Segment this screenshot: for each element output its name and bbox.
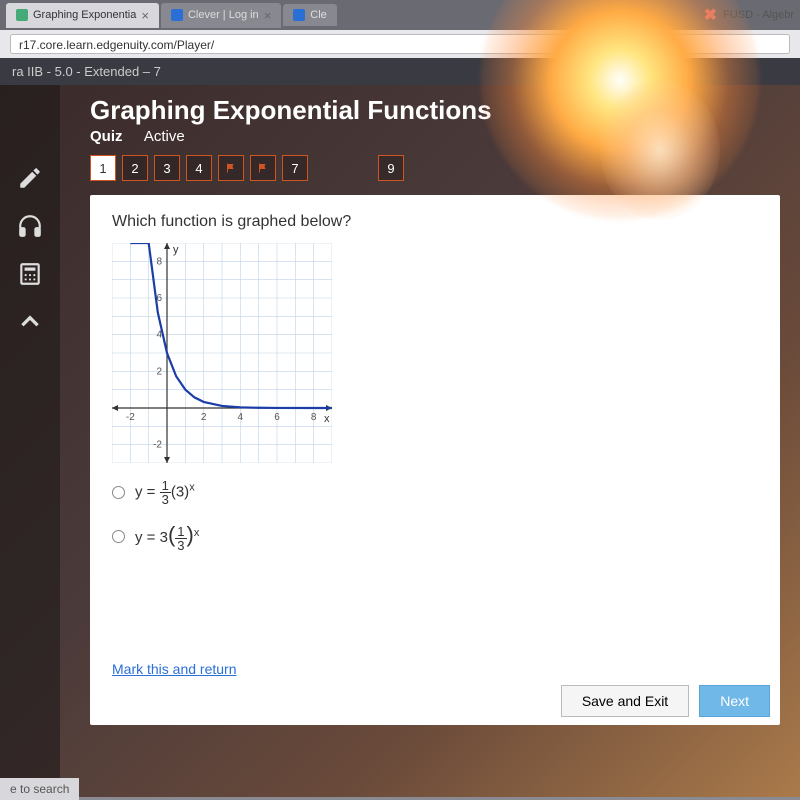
radio-icon[interactable] <box>112 530 125 543</box>
star-icon: ✖ <box>704 5 717 25</box>
svg-text:y: y <box>173 244 179 256</box>
tab-graphing[interactable]: Graphing Exponentia × <box>6 3 159 28</box>
svg-text:x: x <box>324 413 330 425</box>
next-button[interactable]: Next <box>699 685 770 717</box>
option-b-text: y = 3(13)x <box>135 522 199 552</box>
option-a[interactable]: y = 13(3)x <box>112 479 758 506</box>
favicon-c-icon <box>171 9 183 21</box>
answer-options: y = 13(3)x y = 3(13)x <box>112 479 758 552</box>
calculator-icon[interactable] <box>17 261 43 287</box>
qnav-item-6[interactable] <box>250 155 276 181</box>
qnav-item-5[interactable] <box>218 155 244 181</box>
graph: -22468-22468xy <box>112 243 332 463</box>
status-label: Active <box>144 128 185 145</box>
qnav-item-9[interactable]: 9 <box>378 155 404 181</box>
qnav-item-7[interactable]: 7 <box>282 155 308 181</box>
taskbar-search-hint[interactable]: e to search <box>0 778 79 800</box>
favicon-c-icon <box>293 9 305 21</box>
panel-footer: Save and Exit Next <box>561 685 770 717</box>
bookmark-label[interactable]: FUSD - Algebr <box>723 9 794 21</box>
svg-text:6: 6 <box>274 412 280 423</box>
chevron-up-icon[interactable] <box>17 309 43 335</box>
lesson-subtitle: Quiz Active <box>90 128 780 145</box>
qnav-item-3[interactable]: 3 <box>154 155 180 181</box>
main-area: Graphing Exponential Functions Quiz Acti… <box>0 85 800 797</box>
lesson-title: Graphing Exponential Functions <box>90 95 780 126</box>
radio-icon[interactable] <box>112 486 125 499</box>
svg-text:4: 4 <box>238 412 244 423</box>
url-input[interactable]: r17.core.learn.edgenuity.com/Player/ <box>10 34 790 54</box>
breadcrumb: ra IIB - 5.0 - Extended – 7 <box>0 58 800 85</box>
option-b[interactable]: y = 3(13)x <box>112 522 758 552</box>
question-nav: 1234 7 9 <box>90 155 780 181</box>
svg-text:2: 2 <box>201 412 207 423</box>
url-bar: r17.core.learn.edgenuity.com/Player/ <box>0 30 800 58</box>
question-panel: Which function is graphed below? -2 2 4 6 8 -… <box>90 195 780 725</box>
svg-text:2: 2 <box>156 366 162 377</box>
svg-text:8: 8 <box>311 412 317 423</box>
close-icon[interactable]: × <box>141 8 149 23</box>
content-column: Graphing Exponential Functions Quiz Acti… <box>60 85 800 797</box>
mark-return-link[interactable]: Mark this and return <box>112 661 237 677</box>
browser-tabs: Graphing Exponentia × Clever | Log in × … <box>0 0 800 30</box>
save-exit-button[interactable]: Save and Exit <box>561 685 689 717</box>
tab-extra[interactable]: Cle <box>283 4 337 26</box>
svg-text:-2: -2 <box>126 412 135 423</box>
tab-title: Graphing Exponentia <box>33 9 136 21</box>
svg-text:-2: -2 <box>153 440 162 451</box>
qnav-item-1[interactable]: 1 <box>90 155 116 181</box>
close-icon[interactable]: × <box>264 8 272 23</box>
tools-sidebar <box>0 85 60 797</box>
tab-title: Cle <box>310 9 327 21</box>
qnav-item-4[interactable]: 4 <box>186 155 212 181</box>
pencil-icon[interactable] <box>17 165 43 191</box>
headphones-icon[interactable] <box>17 213 43 239</box>
qnav-item-2[interactable]: 2 <box>122 155 148 181</box>
mode-label: Quiz <box>90 128 123 145</box>
option-a-text: y = 13(3)x <box>135 479 195 506</box>
svg-text:8: 8 <box>156 256 162 267</box>
favicon-icon <box>16 9 28 21</box>
tab-clever[interactable]: Clever | Log in × <box>161 3 281 28</box>
tab-title: Clever | Log in <box>188 9 259 21</box>
question-prompt: Which function is graphed below? <box>112 213 758 231</box>
